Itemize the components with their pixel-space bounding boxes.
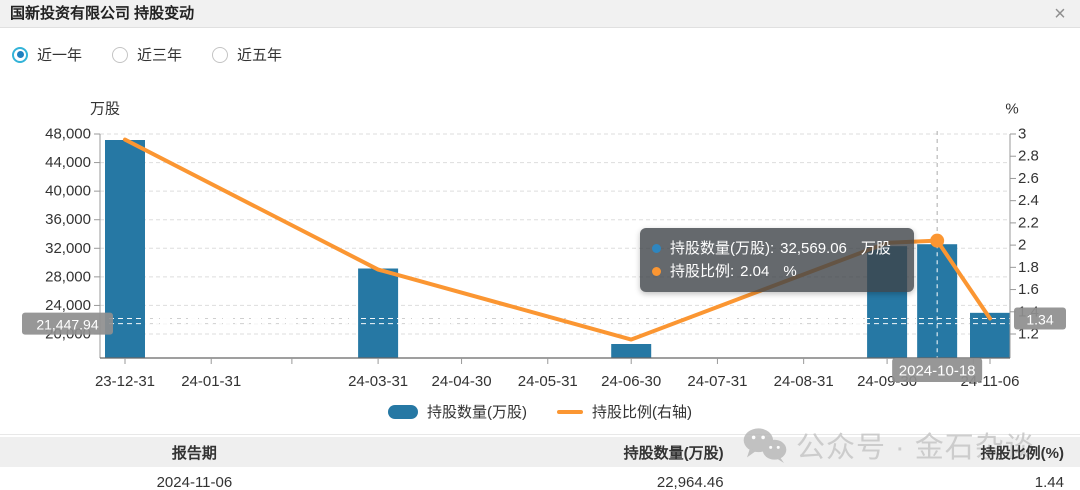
x-axis-label: 24-05-31 xyxy=(518,373,578,390)
y-axis-label: 2.4 xyxy=(1018,192,1039,209)
title-bar: 国新投资有限公司 持股变动 × xyxy=(0,0,1080,28)
y-axis-label: 1.2 xyxy=(1018,326,1039,343)
col-header-ratio: 持股比例(%) xyxy=(980,444,1064,462)
bar-legend-chip-icon xyxy=(388,404,418,419)
y-axis-label: 2 xyxy=(1018,237,1026,254)
x-axis-label: 24-07-31 xyxy=(687,373,747,390)
y-axis-label: 3 xyxy=(1018,126,1026,143)
table-row: 2024-11-06 22,964.46 1.44 xyxy=(0,467,1080,490)
close-icon[interactable]: × xyxy=(1054,3,1066,25)
tooltip-label: 持股比例: xyxy=(670,263,735,280)
right-axis-badge-label: 1.34 xyxy=(1026,311,1053,327)
tooltip-row-ratio: 持股比例: 2.04 % xyxy=(652,260,902,283)
radio-option-1y[interactable]: 近一年 xyxy=(12,44,82,65)
cell-quantity: 22,964.46 xyxy=(656,473,724,490)
radio-unselected-icon xyxy=(112,46,129,63)
y-axis-label: 2.6 xyxy=(1018,170,1039,187)
y-axis-label: 24,000 xyxy=(45,297,91,314)
y-axis-label: 32,000 xyxy=(45,240,91,257)
cell-ratio: 1.44 xyxy=(1034,473,1064,490)
table-header-row: 报告期 持股数量(万股) 持股比例(%) xyxy=(0,437,1080,467)
y-axis-label: 28,000 xyxy=(45,268,91,285)
x-axis-label: 24-08-31 xyxy=(774,373,834,390)
holdings-chart[interactable]: 48,000 44,000 40,000 36,000 32,000 28,000 24,0… xyxy=(0,95,1080,436)
chart-tooltip: 持股数量(万股): 32,569.06 万股 持股比例: 2.04 % xyxy=(640,228,914,292)
tooltip-unit: 万股 xyxy=(860,240,891,257)
chart-legend: 持股数量(万股) 持股比例(右轴) xyxy=(0,401,1080,422)
cell-report-date: 2024-11-06 xyxy=(156,473,233,490)
y-axis-label: 2.2 xyxy=(1018,214,1039,231)
left-axis-badge xyxy=(22,312,113,335)
x-axis-badge xyxy=(892,358,983,382)
y-axis-label: 44,000 xyxy=(45,154,91,171)
right-axis-badge xyxy=(1014,307,1066,330)
tooltip-value: 2.04 xyxy=(740,263,770,280)
radio-label: 近一年 xyxy=(37,47,83,64)
left-axis-unit: 万股 xyxy=(90,101,120,118)
radio-unselected-icon xyxy=(212,46,229,63)
radio-label: 近五年 xyxy=(237,47,283,64)
legend-item-quantity[interactable]: 持股数量(万股) xyxy=(388,401,527,422)
radio-selected-icon xyxy=(12,46,28,63)
period-radio-group: 近一年 近三年 近五年 xyxy=(12,44,312,65)
radio-option-3y[interactable]: 近三年 xyxy=(112,44,182,65)
highlight-point xyxy=(930,233,945,248)
x-axis-label: 24-06-30 xyxy=(601,373,661,390)
y-axis-label: 2.8 xyxy=(1018,148,1039,165)
tooltip-label: 持股数量(万股): xyxy=(670,240,775,257)
x-axis-label: 24-04-30 xyxy=(432,373,492,390)
col-header-quantity: 持股数量(万股) xyxy=(623,444,724,462)
y-axis-label: 1.8 xyxy=(1018,259,1039,276)
radio-option-5y[interactable]: 近五年 xyxy=(212,44,282,65)
col-header-report-date: 报告期 xyxy=(171,444,217,462)
x-axis-badge-label: 2024-10-18 xyxy=(899,363,976,380)
line-series-dot-icon xyxy=(652,267,661,276)
x-axis-label: 24-03-31 xyxy=(348,373,408,390)
y-axis-label: 40,000 xyxy=(45,183,91,200)
legend-label: 持股数量(万股) xyxy=(427,404,527,421)
y-axis-label: 36,000 xyxy=(45,211,91,228)
left-axis-badge-label: 21,447.94 xyxy=(36,317,98,333)
bar-2024-06-30[interactable] xyxy=(611,344,652,358)
tooltip-row-quantity: 持股数量(万股): 32,569.06 万股 xyxy=(652,237,902,260)
line-legend-icon xyxy=(557,409,583,414)
holdings-table: 报告期 持股数量(万股) 持股比例(%) 2024-11-06 22,964.4… xyxy=(0,434,1080,490)
tooltip-value: 32,569.06 xyxy=(780,240,847,257)
bar-series-dot-icon xyxy=(652,244,661,253)
radio-label: 近三年 xyxy=(137,47,183,64)
right-axis-unit: % xyxy=(1005,101,1018,118)
legend-item-ratio[interactable]: 持股比例(右轴) xyxy=(557,401,692,422)
tooltip-unit: % xyxy=(783,263,797,280)
page-title: 国新投资有限公司 持股变动 xyxy=(10,5,195,22)
x-axis-label: 23-12-31 xyxy=(95,373,155,390)
legend-label: 持股比例(右轴) xyxy=(592,404,692,421)
y-axis-label: 48,000 xyxy=(45,126,91,143)
bar-2024-03-31[interactable] xyxy=(358,268,399,359)
y-axis-label: 1.6 xyxy=(1018,281,1039,298)
x-axis-label: 24-01-31 xyxy=(181,373,241,390)
